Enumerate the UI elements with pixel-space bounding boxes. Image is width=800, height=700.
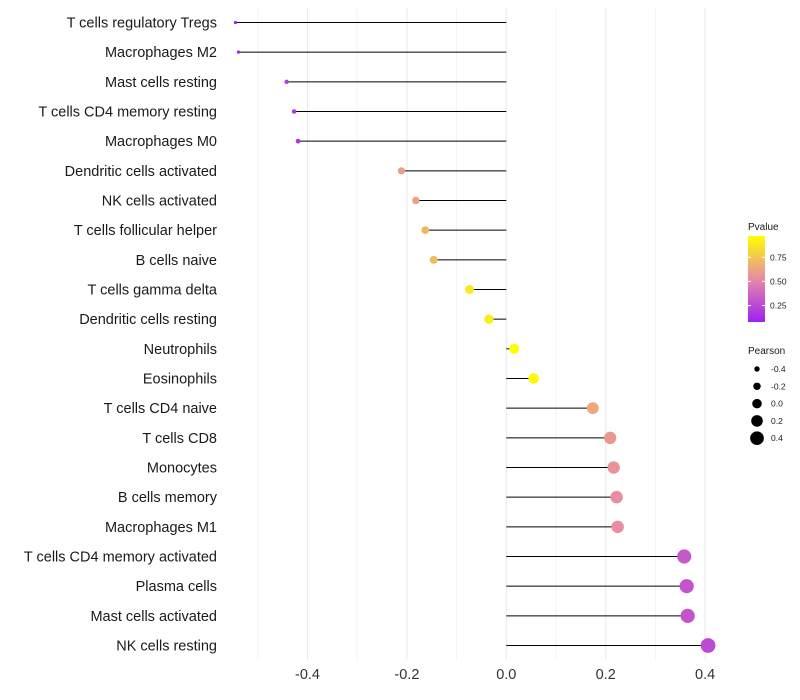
size-legend-label: -0.4 <box>771 364 786 374</box>
point <box>700 638 716 653</box>
size-legend-label: 0.2 <box>771 416 783 426</box>
grid <box>257 8 706 660</box>
point <box>397 167 406 175</box>
size-legend-label: 0.0 <box>771 399 783 409</box>
point <box>484 314 494 324</box>
size-legend-dot <box>751 415 763 427</box>
x-axis-ticks: -0.4 -0.2 0.0 0.2 0.4 <box>295 667 715 683</box>
y-label: Mast cells resting <box>105 75 217 91</box>
y-axis-labels: T cells regulatory Tregs Macrophages M2 Ma… <box>24 16 218 655</box>
size-legend-dot <box>753 382 761 391</box>
points <box>233 20 716 653</box>
y-label: T cells follicular helper <box>74 223 217 239</box>
point <box>421 226 430 235</box>
point <box>586 402 599 415</box>
y-label: T cells CD4 naive <box>104 401 217 417</box>
point <box>607 461 620 474</box>
color-tick-label: 0.50 <box>770 276 787 286</box>
point <box>412 196 420 205</box>
point <box>611 520 624 534</box>
x-tick-label: -0.2 <box>394 667 419 683</box>
y-label: Neutrophils <box>144 342 217 358</box>
point <box>291 109 297 114</box>
y-label: Macrophages M1 <box>105 520 217 536</box>
legend-title: Pearson <box>748 346 785 357</box>
x-tick-label: 0.4 <box>695 667 715 683</box>
y-label: T cells gamma delta <box>88 283 218 299</box>
size-legend-label: 0.4 <box>771 433 783 443</box>
color-tick-label: 0.25 <box>770 301 787 311</box>
y-label: NK cells resting <box>116 639 217 655</box>
size-legend-dot <box>750 431 764 446</box>
y-label: Dendritic cells activated <box>65 164 217 180</box>
size-legend-dot <box>752 398 762 409</box>
y-label: NK cells activated <box>102 194 217 210</box>
point <box>236 50 241 54</box>
size-legend-dot <box>754 366 760 372</box>
point <box>677 549 692 564</box>
y-label: Macrophages M2 <box>105 45 217 61</box>
legend-title: Pvalue <box>748 222 779 233</box>
y-label: B cells memory <box>118 490 218 506</box>
point <box>233 20 238 25</box>
y-label: T cells CD4 memory resting <box>38 105 217 121</box>
point <box>604 431 617 444</box>
size-legend-label: -0.2 <box>771 381 786 391</box>
point <box>429 255 438 264</box>
x-tick-label: 0.0 <box>496 667 516 683</box>
point <box>528 373 539 384</box>
y-label: Dendritic cells resting <box>79 312 217 328</box>
y-label: Mast cells activated <box>90 609 217 625</box>
x-tick-label: -0.4 <box>295 667 320 683</box>
y-label: Eosinophils <box>143 372 217 388</box>
point <box>509 343 520 354</box>
y-label: Monocytes <box>147 461 217 477</box>
y-label: Plasma cells <box>136 579 217 595</box>
color-tick-label: 0.75 <box>770 252 787 262</box>
point <box>465 285 474 294</box>
y-label: Macrophages M0 <box>105 134 217 150</box>
color-bar <box>748 236 765 322</box>
y-label: T cells regulatory Tregs <box>67 16 217 32</box>
y-label: T cells CD4 memory activated <box>24 550 217 566</box>
y-label: B cells naive <box>136 253 217 269</box>
point <box>679 579 694 594</box>
point <box>284 79 289 85</box>
point <box>680 608 695 623</box>
point <box>610 490 623 504</box>
pearson-legend: Pearson -0.4 -0.2 0.0 0.2 0.4 <box>748 346 786 446</box>
pvalue-legend: Pvalue 0.25 0.50 0.75 <box>748 222 787 322</box>
x-tick-label: 0.2 <box>596 667 616 683</box>
point <box>295 138 301 144</box>
stems <box>235 22 709 646</box>
y-label: T cells CD8 <box>142 431 217 447</box>
